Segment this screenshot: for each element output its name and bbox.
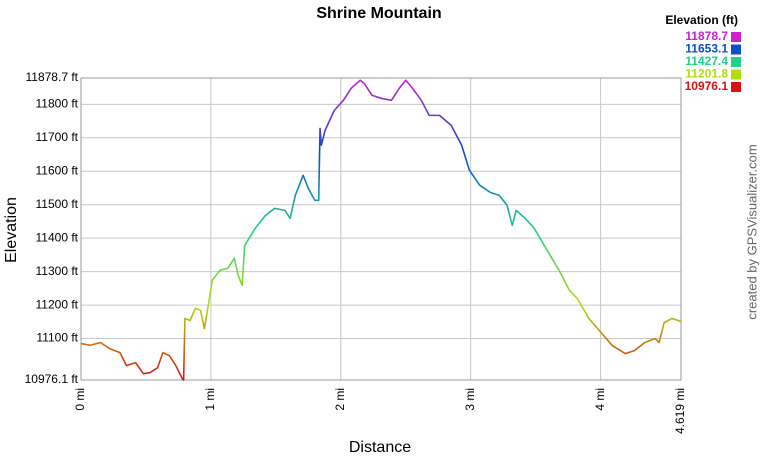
y-tick-label: 11800 ft [36, 97, 79, 111]
legend-value: 11878.7 [685, 29, 728, 43]
legend-value: 11201.8 [685, 67, 728, 81]
y-tick-label: 11100 ft [36, 331, 78, 345]
x-tick-label: 2 mi [333, 388, 347, 411]
x-tick-label: 4.619 mi [673, 388, 687, 434]
legend-swatch [731, 44, 741, 55]
y-tick-label: 11700 ft [36, 130, 79, 144]
legend-swatch [731, 69, 741, 80]
legend-title: Elevation (ft) [665, 13, 738, 27]
y-tick-label: 11400 ft [36, 230, 79, 244]
y-tick-label: 11600 ft [36, 163, 79, 177]
legend-value: 11427.4 [685, 54, 728, 68]
elevation-line [80, 79, 682, 381]
legend-value: 10976.1 [685, 79, 729, 93]
x-tick-label: 4 mi [593, 388, 607, 411]
plot-frame [80, 77, 682, 381]
y-axis-label: Elevation [3, 197, 20, 263]
y-tick-label: 10976.1 ft [25, 372, 79, 386]
legend-swatch [731, 32, 741, 42]
chart-title: Shrine Mountain [316, 5, 441, 22]
x-tick-label: 3 mi [463, 388, 477, 411]
y-tick-label: 11878.7 ft [26, 70, 79, 84]
credit: created by GPSVisualizer.com [744, 144, 759, 319]
x-tick-label: 1 mi [203, 388, 217, 411]
x-axis-label: Distance [349, 439, 411, 456]
y-tick-label: 11300 ft [36, 264, 79, 278]
x-tick-label: 0 mi [73, 388, 87, 411]
y-tick-label: 11200 ft [36, 297, 79, 311]
y-tick-label: 11500 ft [36, 197, 79, 211]
legend-swatch [731, 82, 741, 92]
legend-swatch [731, 57, 741, 67]
legend-value: 11653.1 [685, 42, 728, 56]
